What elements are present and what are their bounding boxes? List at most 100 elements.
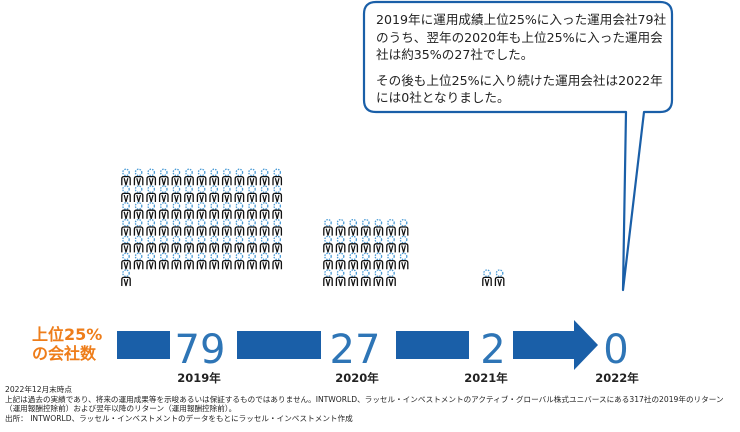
person-icon [247,202,257,219]
person-icon [146,185,157,203]
person-icon [259,218,270,236]
person-icon [146,168,157,186]
person-icon [373,235,384,253]
callout-paragraph-1: 2019年に運用成績上位25%に入った運用会社79社のうち、翌年の2020年も上… [376,12,667,62]
person-icon [221,185,232,203]
timeline-segment-3 [396,331,469,359]
person-icon [196,235,207,253]
person-icon [272,185,283,203]
person-icon [348,269,359,287]
person-icon [196,185,207,203]
timeline-labels: 79 27 2 0 2019年 2020年 2021年 2022年 [175,327,640,385]
person-icon [146,202,157,219]
timeline-arrow [117,320,598,370]
side-label-line-1: 上位25% [32,325,103,344]
person-icon [146,252,157,270]
person-icon [171,185,182,203]
value-label-2021年: 2 [480,327,505,373]
year-label-2021年: 2021年 [464,371,508,385]
person-icon [184,185,194,203]
person-icon [360,218,371,236]
timeline-segment-2 [237,331,321,359]
person-icon [272,235,283,253]
person-icon [360,235,371,253]
person-icon [158,218,169,236]
person-icon [121,252,131,270]
person-icon [323,269,333,287]
value-label-2020年: 27 [330,327,381,373]
footnote-date: 2022年12月末時点 [5,385,72,394]
person-icon [272,168,283,186]
person-icon [234,252,245,270]
person-icon [184,202,194,219]
person-icon [221,218,232,236]
person-icon [247,252,257,270]
person-icon [209,235,220,253]
person-icon [133,252,144,270]
person-icon [272,252,283,270]
footnote-source: 出所： INTWORLD、ラッセル・インベストメントのデータをもとにラッセル・イ… [5,413,353,423]
person-icon [386,218,396,236]
person-icon [221,168,232,186]
footnote-disclaimer: 上記は過去の実績であり、将来の運用成果等を示唆あるいは保証するものではありません… [5,394,724,414]
person-icon [209,252,220,270]
year-label-2020年: 2020年 [335,371,379,385]
person-icon [221,252,232,270]
person-icon [121,185,131,203]
person-icon [121,168,131,186]
person-icon [373,269,384,287]
person-icon [196,168,207,186]
callout-paragraph-2: その後も上位25%に入り続けた運用会社は2022年には0社となりました。 [376,72,663,106]
person-icon [158,168,169,186]
side-label: 上位25% の会社数 [32,325,102,363]
person-icon [259,235,270,253]
person-icon [247,218,257,236]
person-icon [196,202,207,219]
person-icon [133,218,144,236]
timeline-segment-4 [513,331,574,359]
person-icon [348,235,359,253]
person-icon [171,252,182,270]
person-icon [221,235,232,253]
person-icon [259,252,270,270]
person-icon [247,185,257,203]
person-icon [171,235,182,253]
person-icon [184,235,194,253]
person-icon [209,202,220,219]
person-icon [234,202,245,219]
person-icon [272,218,283,236]
person-icon [221,202,232,219]
person-icon [386,235,396,253]
person-icon [196,252,207,270]
person-icon [259,168,270,186]
person-icon [133,235,144,253]
person-icon [373,252,384,270]
person-icon [121,202,131,219]
person-icon [121,235,131,253]
person-icon [209,218,220,236]
person-icon [348,218,359,236]
person-icon [209,168,220,186]
person-icon [373,218,384,236]
person-icon [335,235,346,253]
person-icon [171,202,182,219]
company-icons [121,168,505,287]
person-icon [158,202,169,219]
person-icon [259,202,270,219]
person-icon [234,218,245,236]
person-icon [171,168,182,186]
person-icon [247,168,257,186]
person-icon [323,235,333,253]
person-icon [234,235,245,253]
person-icon [360,269,371,287]
person-icon [158,235,169,253]
person-icon [158,252,169,270]
person-icon [146,218,157,236]
timeline-segment-1 [117,331,170,359]
person-icon [234,168,245,186]
person-icon [398,218,409,236]
person-icon [386,252,396,270]
person-icon [133,185,144,203]
arrow-head [574,320,598,370]
person-icon [360,252,371,270]
